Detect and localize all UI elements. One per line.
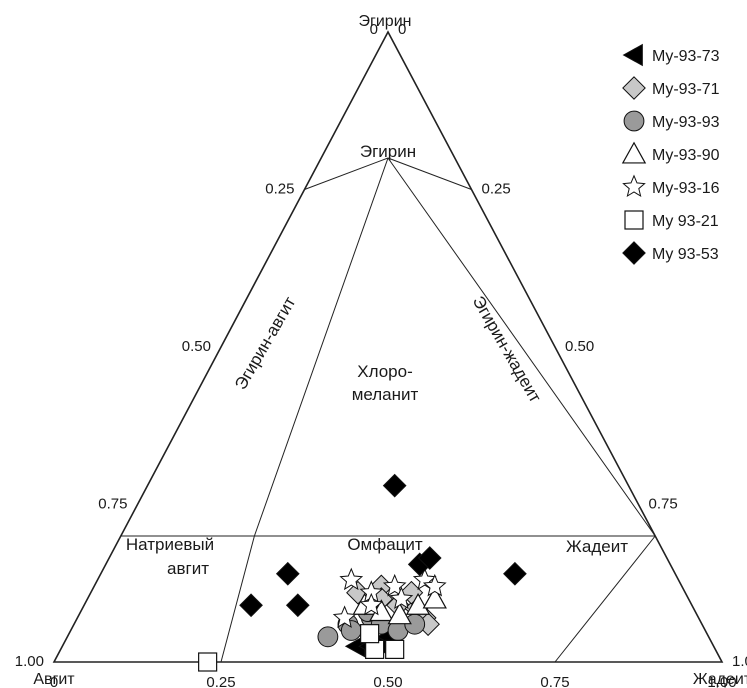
data-point-my-93-53 — [275, 561, 300, 586]
data-point-my-93-21 — [198, 652, 218, 672]
data-point-my-93-21 — [360, 624, 380, 644]
data-point-my-93-53 — [503, 561, 527, 586]
legend: My-93-73 My-93-71 My-93-93 My-93-90 My-93-16… — [621, 43, 720, 265]
data-point-my-93-90 — [422, 586, 447, 609]
field-labels: Эгирин Эгирин-авгит Эгирин-жадеит Хлоро-… — [126, 142, 628, 578]
tick-bottom: 0.50 — [373, 674, 402, 688]
data-point-my-93-53 — [417, 546, 442, 570]
data-point-my-93-16 — [359, 592, 384, 616]
field-label-chloromelanite-2: меланит — [352, 385, 419, 404]
legend-label: My 93-53 — [652, 246, 719, 263]
data-point-my-93-16 — [412, 567, 437, 591]
tick-bottom: 0.75 — [540, 674, 569, 688]
boundary-na-augite-base — [220, 535, 255, 663]
data-point-my-93-16 — [332, 605, 357, 628]
ternary-frame — [52, 30, 724, 663]
tick-bottom: 0.25 — [206, 674, 235, 688]
data-point-my-93-93 — [317, 626, 339, 648]
data-point-my-93-53 — [239, 593, 263, 618]
tick-left: 0.25 — [265, 181, 294, 198]
tick-left: 0 — [370, 21, 378, 38]
legend-marker — [622, 43, 643, 67]
boundary-aegirine-right — [387, 157, 472, 190]
data-point-my-93-16 — [389, 586, 414, 610]
tick-right: 1.00 — [732, 653, 747, 670]
data-point-my-93-53 — [382, 473, 407, 498]
field-label-jadeite: Жадеит — [566, 537, 628, 556]
boundary-inner-right — [387, 157, 656, 537]
field-boundaries — [120, 157, 656, 663]
field-label-na-augite-1: Натриевый — [126, 535, 214, 554]
legend-marker — [624, 210, 644, 230]
tick-right: 0.75 — [649, 496, 678, 513]
data-point-my-93-21 — [385, 639, 405, 660]
legend-label: My-93-16 — [652, 180, 720, 197]
data-point-my-93-90 — [387, 602, 412, 625]
data-points — [198, 473, 527, 672]
field-label-chloromelanite-1: Хлоро- — [357, 362, 412, 381]
boundary-right-lower — [638, 504, 656, 537]
vertex-label-left: Авгит — [33, 671, 75, 688]
boundary-aegirine-left — [304, 157, 389, 190]
legend-label: My-93-93 — [652, 114, 720, 131]
tick-right: 0.50 — [565, 338, 594, 355]
tick-left: 1.00 — [15, 653, 44, 670]
tick-left: 0.50 — [182, 338, 211, 355]
tick-bottom: 1.00 — [707, 674, 736, 688]
legend-marker — [621, 141, 647, 164]
boundary-jadeite-base — [554, 535, 656, 663]
vertex-labels: Эгирин Авгит Жадеит — [33, 13, 747, 688]
legend-marker — [622, 241, 646, 265]
boundary-inner-left — [253, 157, 389, 537]
legend-marker — [622, 174, 646, 198]
vertex-label-top: Эгирин — [359, 13, 412, 30]
data-point-my-93-16 — [339, 567, 364, 591]
legend-label: My-93-71 — [652, 81, 720, 98]
data-point-my-93-53 — [285, 593, 310, 618]
tick-right: 0.25 — [482, 181, 511, 198]
field-label-aegirine: Эгирин — [360, 142, 416, 161]
tick-left: 0.75 — [98, 496, 127, 513]
legend-marker — [622, 76, 646, 100]
data-point-my-93-90 — [405, 592, 431, 615]
legend-label: My-93-90 — [652, 147, 720, 164]
legend-label: My 93-21 — [652, 213, 719, 230]
field-label-aegirine-jadeite: Эгирин-жадеит — [469, 293, 545, 406]
legend-marker — [623, 110, 645, 132]
vertex-label-right: Жадеит — [693, 671, 747, 688]
axis-ticks: 0 0 1.00 0.25 0.25 0.75 0.50 0.50 0.50 0.75 0.75 0.… — [15, 21, 747, 688]
field-label-na-augite-2: авгит — [167, 559, 209, 578]
legend-label: My-93-73 — [652, 48, 720, 65]
tick-right: 0 — [398, 21, 406, 38]
field-label-omphacite: Омфацит — [347, 535, 423, 554]
tick-bottom: 0 — [50, 674, 58, 688]
triangle-outline — [52, 30, 724, 663]
data-point-my-93-16 — [422, 573, 447, 597]
